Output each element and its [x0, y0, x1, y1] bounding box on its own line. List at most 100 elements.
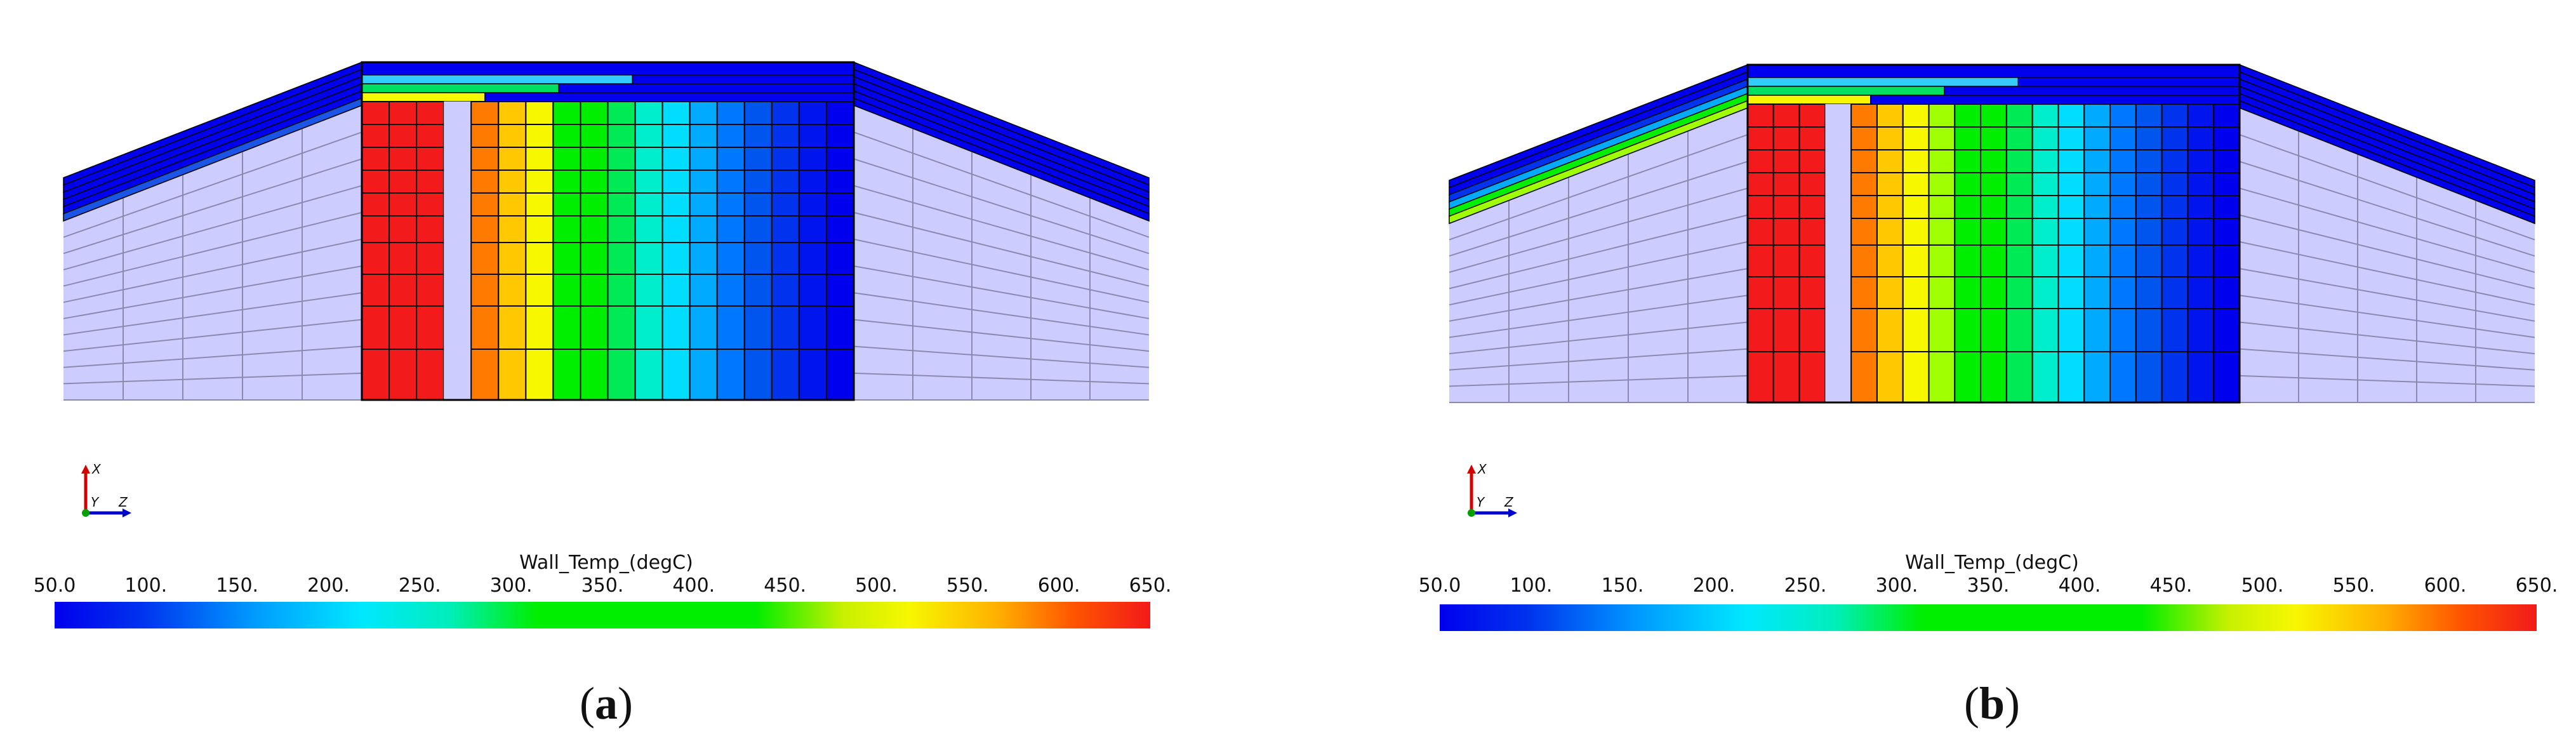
wall-column-cell — [1850, 103, 1878, 403]
right-side-face — [2240, 65, 2535, 402]
panel-a: X Y Z Wall_Temp_(degC) 50.0 100. 150. 200. 2… — [34, 61, 1172, 729]
colorbar-tick-label: 150. — [216, 575, 258, 597]
wall-column-cell — [1798, 103, 1826, 403]
grid-line — [853, 211, 1150, 287]
left-side-face — [1449, 65, 1748, 402]
grid-line — [2239, 295, 2535, 338]
grid-line — [2239, 375, 2535, 387]
mesh-view — [1449, 63, 2535, 404]
grid-line — [63, 372, 362, 385]
wall-column-cell — [825, 101, 855, 401]
x-axis-label: X — [1477, 462, 1487, 477]
grid-line — [853, 265, 1150, 319]
colorbar-tick-label: 200. — [1693, 575, 1736, 597]
colorbar-tick-label: 50.0 — [34, 575, 76, 597]
grid-line — [1449, 241, 1748, 306]
grid-line — [63, 292, 362, 336]
colorbar-tick-label: 650. — [2516, 575, 2558, 597]
colorbar-tick-labels: 50.0 100. 150. 200. 250. 300. 350. 400. 450. 500.… — [1419, 575, 2558, 597]
grid-line — [63, 131, 362, 238]
colorbar-tick-label: 600. — [1038, 575, 1080, 597]
colorbar-tick-label: 350. — [1967, 575, 2010, 597]
grid-line — [853, 292, 1150, 336]
y-axis-dot — [82, 509, 90, 517]
colorbar-tick-label: 400. — [672, 575, 715, 597]
colorbar-tick-label: 450. — [2150, 575, 2193, 597]
colorbar-tick-label: 50.0 — [1419, 575, 1461, 597]
wall-column-cell — [2109, 103, 2137, 403]
wall-surface-row-hot — [361, 83, 559, 93]
panel-label-a: (a) — [580, 678, 633, 729]
z-axis-label: Z — [1504, 495, 1514, 510]
wall-column-cell — [2031, 103, 2059, 403]
grid-line — [1449, 375, 1748, 387]
wall-column-cell — [361, 101, 390, 401]
colorbar-gradient — [1440, 604, 2537, 631]
wall-column-cell — [2187, 103, 2215, 403]
colorbar-tick-label: 650. — [1129, 575, 1172, 597]
x-arrow-head — [81, 465, 90, 474]
wall-column-cell — [2083, 103, 2111, 403]
wall-column-cell — [2057, 103, 2085, 403]
colorbar-tick-label: 500. — [855, 575, 898, 597]
grid-line — [1449, 321, 1748, 355]
wall-column-cell — [2005, 103, 2033, 403]
grid-line — [63, 185, 362, 270]
axis-triad: X Y Z — [81, 462, 131, 517]
z-arrow-head — [123, 508, 131, 517]
colorbar: Wall_Temp_(degC) 50.0 100. 150. 200. 250. 300… — [34, 552, 1172, 628]
z-arrow-head — [1508, 508, 1517, 517]
wall-column-cell — [388, 101, 418, 401]
grid-line — [853, 238, 1150, 303]
grid-line — [63, 345, 362, 368]
colorbar-tick-labels: 50.0 100. 150. 200. 250. 300. 350. 400. 450. 500.… — [34, 575, 1172, 597]
grid-line — [1449, 295, 1748, 338]
colorbar-tick-label: 250. — [399, 575, 441, 597]
wall-column-cell — [1825, 104, 1852, 402]
grid-line — [63, 211, 362, 287]
panel-label-b: (b) — [1964, 678, 2020, 729]
wall-surface-row-hot — [1747, 86, 1945, 96]
wall-column-cell — [607, 101, 636, 401]
wall-column-cell — [771, 101, 800, 401]
wall-outline — [1746, 63, 2241, 404]
wall-surface-row-hot — [361, 74, 633, 84]
wall-column-cell — [2161, 103, 2189, 403]
wall-surface-row-hot — [1747, 77, 2019, 87]
colorbar-tick-label: 500. — [2241, 575, 2284, 597]
grid-line — [2239, 321, 2535, 355]
colorbar-tick-label: 300. — [1876, 575, 1918, 597]
wall-column-cell — [525, 101, 554, 401]
y-axis-label: Y — [1477, 495, 1485, 510]
wall-surface-row-hot — [1747, 95, 1871, 105]
colorbar-title: Wall_Temp_(degC) — [1905, 552, 2079, 574]
grid-line — [2239, 348, 2535, 371]
grid-line — [63, 265, 362, 319]
colorbar-tick-label: 350. — [581, 575, 624, 597]
colorbar-gradient — [55, 602, 1150, 628]
colorbar-tick-label: 550. — [946, 575, 989, 597]
colorbar-tick-label: 600. — [2424, 575, 2467, 597]
grid-line — [853, 372, 1150, 385]
grid-line — [1449, 268, 1748, 322]
wall-column-cell — [634, 101, 663, 401]
grid-line — [2239, 214, 2535, 289]
colorbar-tick-label: 250. — [1784, 575, 1827, 597]
wall-column-cell — [743, 101, 773, 401]
grid-line — [2239, 241, 2535, 306]
wall-column-cell — [1954, 103, 1982, 403]
colorbar-tick-label: 200. — [307, 575, 350, 597]
colorbar-tick-label: 300. — [490, 575, 533, 597]
wall-column-cell — [416, 101, 445, 401]
grid-line — [853, 131, 1150, 238]
wall-column-cell — [661, 101, 691, 401]
grid-line — [853, 345, 1150, 368]
colorbar-tick-label: 100. — [1510, 575, 1553, 597]
wall-column-cell — [1928, 103, 1956, 403]
wall-column-cell — [1980, 103, 2007, 403]
wall-column-cell — [552, 101, 581, 401]
wall-surface-row-hot — [361, 92, 486, 102]
mesh-view — [63, 61, 1150, 401]
y-axis-label: Y — [91, 495, 100, 510]
